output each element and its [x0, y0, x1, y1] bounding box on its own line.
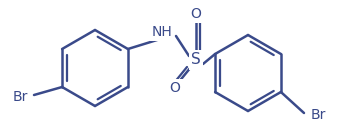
Text: O: O: [170, 81, 180, 95]
Text: Br: Br: [12, 90, 28, 104]
Text: S: S: [191, 53, 201, 67]
Text: NH: NH: [152, 25, 172, 39]
Text: Br: Br: [310, 108, 326, 122]
Text: O: O: [191, 7, 201, 21]
